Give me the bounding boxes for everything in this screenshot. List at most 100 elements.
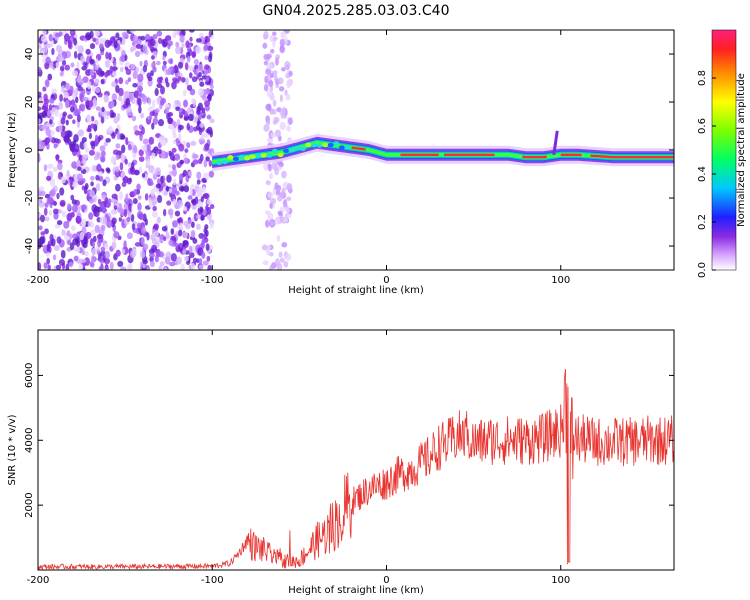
noise-point [76, 247, 81, 253]
noise-point [267, 163, 272, 169]
noise-point [102, 179, 107, 187]
noise-point [263, 123, 270, 132]
noise-point [202, 95, 207, 101]
noise-point [125, 193, 129, 203]
noise-point [104, 242, 109, 250]
noise-point [156, 30, 163, 37]
noise-point [110, 198, 117, 204]
noise-point [151, 244, 158, 252]
colorbar-label: Normalized spectral amplitude [736, 73, 747, 227]
noise-point [204, 133, 209, 138]
noise-point [38, 140, 43, 149]
noise-point [49, 97, 55, 104]
noise-point [207, 93, 212, 102]
noise-point [77, 166, 82, 172]
noise-point [279, 94, 284, 103]
noise-point [135, 43, 143, 50]
noise-point [120, 153, 125, 162]
noise-point [102, 216, 108, 225]
ridge-core [351, 146, 366, 151]
noise-point [286, 196, 292, 202]
noise-point [196, 171, 202, 180]
noise-point [66, 230, 71, 237]
noise-point [284, 89, 288, 96]
noise-point [170, 252, 177, 262]
noise-point [160, 175, 164, 184]
noise-point [55, 264, 62, 270]
noise-point [84, 147, 90, 153]
noise-point [118, 77, 124, 85]
noise-point [40, 231, 46, 236]
noise-point [281, 241, 288, 248]
noise-point [279, 38, 286, 47]
noise-point [91, 241, 96, 248]
noise-point [156, 216, 161, 224]
noise-point [154, 113, 158, 119]
noise-point [210, 84, 214, 90]
noise-point [188, 113, 194, 122]
noise-point [44, 44, 48, 53]
noise-point [131, 223, 136, 231]
noise-point [208, 160, 213, 167]
noise-point [267, 245, 272, 250]
noise-point [81, 65, 88, 71]
noise-point [66, 213, 73, 222]
noise-point [172, 168, 177, 177]
noise-point [45, 79, 50, 88]
noise-point [209, 203, 215, 210]
noise-point [42, 102, 49, 110]
noise-point [183, 185, 190, 193]
noise-point [38, 186, 45, 192]
noise-point [113, 231, 120, 239]
ridge-blob [266, 153, 273, 158]
noise-point [263, 54, 269, 61]
noise-point [264, 219, 270, 228]
noise-point [57, 173, 62, 180]
noise-point [94, 64, 99, 71]
noise-point [124, 91, 130, 97]
noise-point [100, 51, 105, 56]
noise-point [43, 93, 48, 101]
noise-point [111, 217, 117, 225]
noise-point [195, 46, 202, 55]
noise-point [93, 155, 98, 161]
noise-point [50, 238, 56, 247]
noise-point [201, 251, 206, 259]
noise-point [191, 98, 195, 104]
noise-point [133, 90, 139, 99]
noise-point [149, 38, 156, 47]
noise-point [269, 93, 275, 101]
noise-point [198, 158, 203, 165]
noise-point [178, 229, 183, 237]
noise-point [169, 58, 174, 65]
noise-point [169, 261, 176, 267]
noise-point [202, 260, 209, 266]
noise-point [115, 32, 120, 39]
noise-point [274, 129, 281, 138]
noise-point [38, 262, 42, 270]
noise-point [269, 172, 274, 180]
noise-point [177, 76, 182, 82]
noise-point [100, 246, 106, 253]
noise-point [151, 169, 156, 176]
noise-point [76, 159, 81, 167]
colorbar-tick-label: 0.2 [697, 214, 708, 230]
noise-point [126, 264, 132, 270]
noise-point [160, 85, 165, 95]
noise-point [146, 144, 151, 152]
noise-point [190, 221, 195, 228]
noise-point [38, 112, 45, 118]
noise-point [179, 34, 185, 43]
top-y-tick-label: -20 [24, 190, 35, 206]
noise-point [90, 115, 95, 122]
noise-point [119, 55, 126, 62]
noise-point [149, 111, 155, 117]
noise-point [95, 182, 101, 192]
noise-point [149, 260, 155, 268]
noise-point [139, 250, 146, 259]
noise-point [132, 70, 138, 80]
noise-point [53, 143, 58, 149]
noise-point [151, 200, 156, 206]
noise-point [110, 100, 115, 109]
noise-point [70, 30, 75, 35]
